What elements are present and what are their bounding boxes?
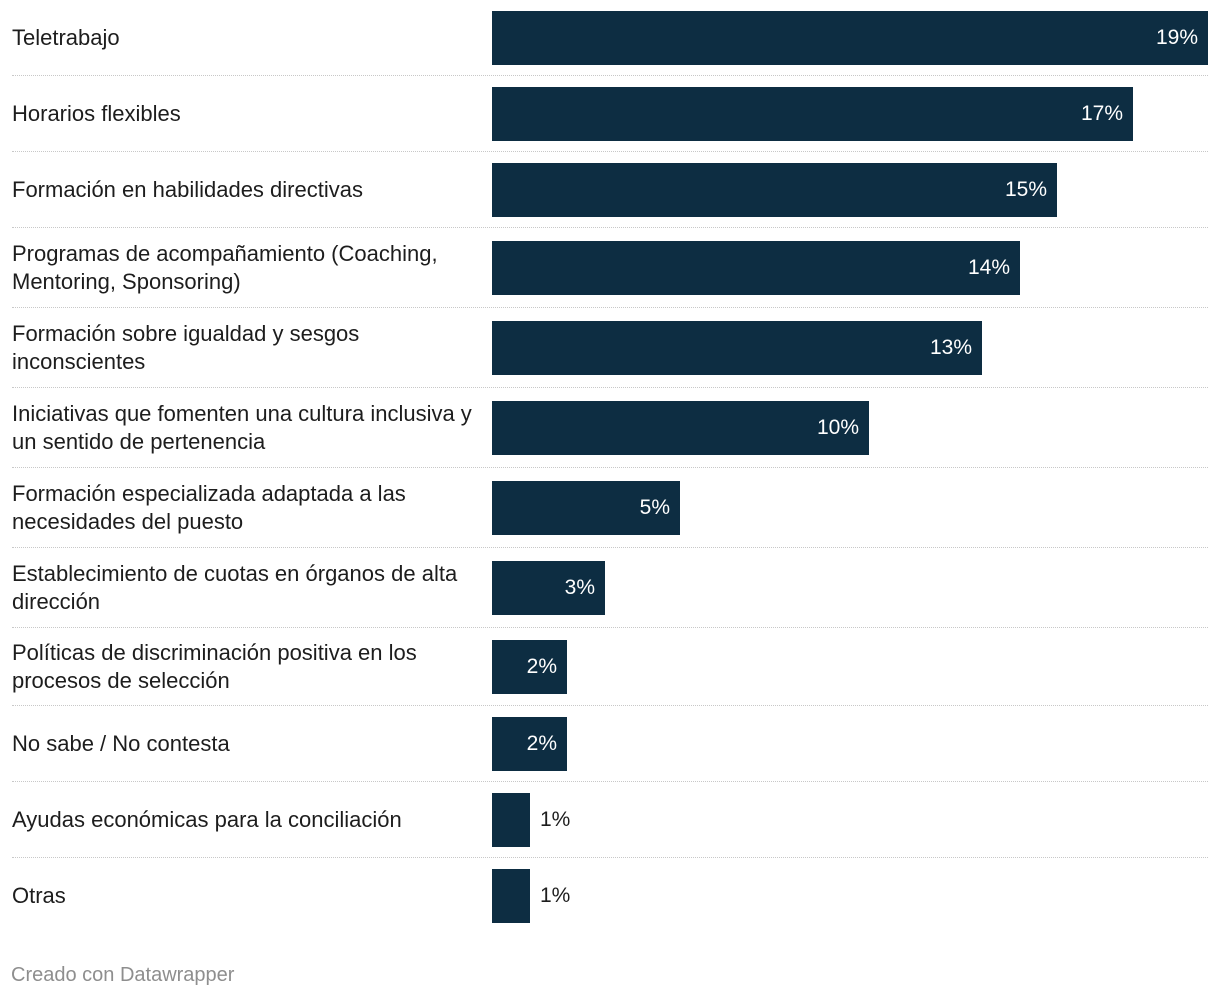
value-label: 5% <box>639 496 670 519</box>
category-label: Formación en habilidades directivas <box>12 177 363 202</box>
row-separator <box>12 151 1208 152</box>
row-separator <box>12 547 1208 548</box>
row-separator <box>12 387 1208 388</box>
bar <box>492 869 530 923</box>
bar <box>492 717 567 771</box>
category-label: Programas de acompañamiento (Coaching, M… <box>12 241 438 294</box>
row-separator <box>12 705 1208 706</box>
category-label: Horarios flexibles <box>12 101 181 126</box>
row-separator <box>12 627 1208 628</box>
row-separator <box>12 75 1208 76</box>
bar <box>492 241 1020 295</box>
value-label: 14% <box>967 256 1010 279</box>
row-separator <box>12 307 1208 308</box>
category-label: Teletrabajo <box>12 25 120 50</box>
row-separator <box>12 857 1208 858</box>
category-label: Formación especializada adaptada a las n… <box>12 481 406 534</box>
bar <box>492 87 1133 141</box>
row-separator <box>12 781 1208 782</box>
bar <box>492 640 567 694</box>
bar <box>492 793 530 847</box>
bar <box>492 163 1057 217</box>
bar <box>492 561 605 615</box>
row-separator <box>12 467 1208 468</box>
bar <box>492 481 680 535</box>
value-label: 2% <box>526 655 557 678</box>
bar <box>492 11 1208 65</box>
value-label: 1% <box>540 808 571 831</box>
bar-chart: Teletrabajo 19% Horarios flexibles 17% Forma… <box>12 11 1208 923</box>
value-label: 15% <box>1004 178 1047 201</box>
footer-credit: Creado con Datawrapper <box>11 964 235 986</box>
category-label: Iniciativas que fomenten una cultura inc… <box>12 401 472 454</box>
value-label: 19% <box>1155 26 1198 49</box>
category-label: Políticas de discriminación positiva en … <box>12 640 417 693</box>
category-label: Ayudas económicas para la conciliación <box>12 807 402 832</box>
value-label: 10% <box>816 416 859 439</box>
bar <box>492 321 982 375</box>
value-label: 3% <box>564 576 595 599</box>
value-label: 17% <box>1080 102 1123 125</box>
category-label: No sabe / No contesta <box>12 731 230 756</box>
bar <box>492 401 869 455</box>
value-label: 1% <box>540 884 571 907</box>
row-separator <box>12 227 1208 228</box>
category-label: Establecimiento de cuotas en órganos de … <box>12 561 458 614</box>
value-label: 13% <box>929 336 972 359</box>
category-label: Otras <box>12 883 66 908</box>
category-label: Formación sobre igualdad y sesgos incons… <box>12 321 360 374</box>
value-label: 2% <box>526 732 557 755</box>
